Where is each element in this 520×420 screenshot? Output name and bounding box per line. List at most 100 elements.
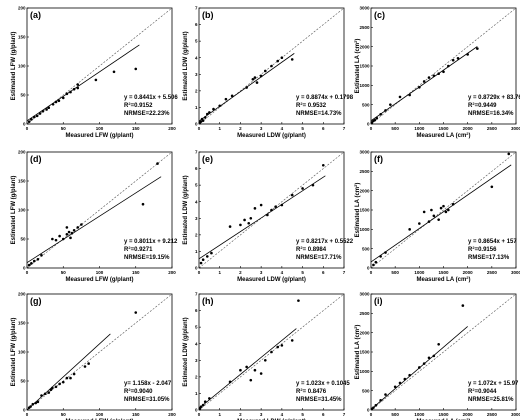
- x-tick-label: 500: [391, 412, 399, 417]
- data-point: [437, 218, 440, 221]
- y-tick-label: 200: [18, 150, 26, 155]
- data-point: [65, 376, 69, 380]
- data-point: [374, 260, 378, 264]
- plot-frame: [198, 151, 345, 269]
- data-point: [437, 72, 440, 76]
- data-point: [228, 225, 232, 228]
- data-point: [224, 97, 228, 101]
- data-point: [27, 120, 31, 123]
- x-tick-label: 200: [168, 270, 176, 275]
- fit-stat-text: y = 0.8654x + 157: [468, 239, 517, 245]
- x-tick-label: 50: [61, 412, 67, 417]
- y-tick-label: 1: [195, 391, 198, 396]
- fit-stat-text: y = 0.8011x + 9.212: [124, 239, 178, 245]
- data-point: [76, 86, 80, 90]
- y-tick-label: 2000: [359, 330, 370, 335]
- data-point: [31, 402, 35, 406]
- data-point: [112, 70, 116, 74]
- data-point: [201, 403, 205, 407]
- data-point: [61, 237, 65, 241]
- y-tick-label: 2000: [359, 188, 370, 193]
- y-axis-label: Estimated LA (cm2): [353, 183, 362, 238]
- y-tick-label: 2: [195, 88, 198, 93]
- y-tick-label: 6: [195, 166, 198, 171]
- x-tick-label: 3: [260, 126, 263, 131]
- data-point: [270, 350, 273, 354]
- data-point: [243, 218, 246, 222]
- data-point: [69, 236, 72, 240]
- data-point: [432, 214, 436, 218]
- panel-g: 0 50 100 150 200 0 50 100 150 200 (g) y= 1.158x - 2…: [11, 292, 176, 420]
- x-tick-label: 1000: [414, 126, 425, 131]
- y-tick-label: 50: [20, 93, 26, 98]
- x-tick-label: 6: [322, 270, 325, 275]
- x-axis-label: Measured LA (cm2): [416, 131, 470, 140]
- y-tick-label: 1: [195, 105, 198, 110]
- x-tick-label: 1000: [414, 270, 425, 275]
- data-point: [134, 67, 138, 71]
- regression-line: [370, 46, 478, 122]
- data-point: [259, 203, 263, 207]
- panel-label: (h): [202, 296, 214, 306]
- data-point: [418, 366, 421, 369]
- x-tick-label: 50: [61, 126, 67, 131]
- y-tick-label: 200: [18, 292, 26, 297]
- y-tick-label: 6: [195, 308, 198, 313]
- y-tick-label: 150: [18, 35, 26, 40]
- data-point: [218, 104, 222, 108]
- data-point: [476, 47, 479, 50]
- data-point: [249, 378, 253, 382]
- data-point: [447, 208, 450, 212]
- data-point: [398, 381, 402, 385]
- x-tick-label: 1500: [438, 270, 449, 275]
- y-axis-label: Estimated LA (cm2): [353, 39, 362, 94]
- x-axis-label: Measured LDW (g/plant): [237, 277, 306, 283]
- data-point: [30, 262, 33, 265]
- data-point: [51, 102, 55, 106]
- data-point: [379, 113, 382, 116]
- y-tick-label: 0: [367, 266, 370, 271]
- data-point: [208, 397, 211, 400]
- data-point: [212, 107, 215, 111]
- data-point: [65, 233, 69, 236]
- y-axis-label: Estimated LDW (g/plant): [183, 317, 189, 386]
- fit-stat-text: NRMSE=19.15%: [124, 255, 170, 261]
- regression-line: [198, 175, 326, 260]
- data-point: [418, 222, 421, 225]
- data-point: [40, 394, 43, 397]
- fit-stat-text: y = 0.8441x + 5.506: [124, 95, 178, 101]
- data-point: [274, 205, 277, 208]
- y-tick-label: 0: [367, 122, 370, 127]
- data-point: [69, 376, 72, 380]
- data-point: [134, 311, 138, 314]
- data-point: [83, 365, 87, 368]
- x-tick-label: 1500: [438, 412, 449, 417]
- x-tick-label: 7: [343, 126, 346, 131]
- data-point: [29, 405, 32, 408]
- x-tick-label: 1: [218, 412, 221, 417]
- data-point: [290, 193, 294, 197]
- fit-stat-text: R2= 0.9532: [296, 101, 327, 110]
- x-tick-label: 6: [322, 412, 325, 417]
- x-tick-label: 2000: [463, 412, 474, 417]
- data-point: [249, 216, 253, 220]
- fit-stat-text: NRMSE=17.71%: [296, 255, 342, 261]
- data-point: [54, 238, 58, 242]
- y-tick-label: 5: [195, 183, 198, 188]
- data-point: [35, 114, 39, 118]
- one-to-one-line: [370, 151, 517, 269]
- y-tick-label: 0: [195, 266, 198, 271]
- fit-stat-text: y = 0.8874x + 0.1798: [296, 95, 354, 101]
- x-tick-label: 3: [260, 412, 263, 417]
- x-tick-label: 200: [168, 412, 176, 417]
- y-tick-label: 3: [195, 358, 198, 363]
- x-tick-label: 5: [301, 126, 304, 131]
- panel-f: 0 500 1000 1500 2000 2500 3000 0 500 1000 1500 2000…: [353, 150, 520, 283]
- y-tick-label: 4: [195, 55, 198, 60]
- panel-label: (f): [374, 154, 383, 164]
- data-point: [203, 116, 207, 119]
- y-tick-label: 500: [362, 388, 370, 393]
- data-point: [208, 111, 211, 114]
- panel-c: 0 500 1000 1500 2000 2500 3000 0 500 1000 1500 2000…: [353, 6, 520, 139]
- data-point: [32, 115, 36, 119]
